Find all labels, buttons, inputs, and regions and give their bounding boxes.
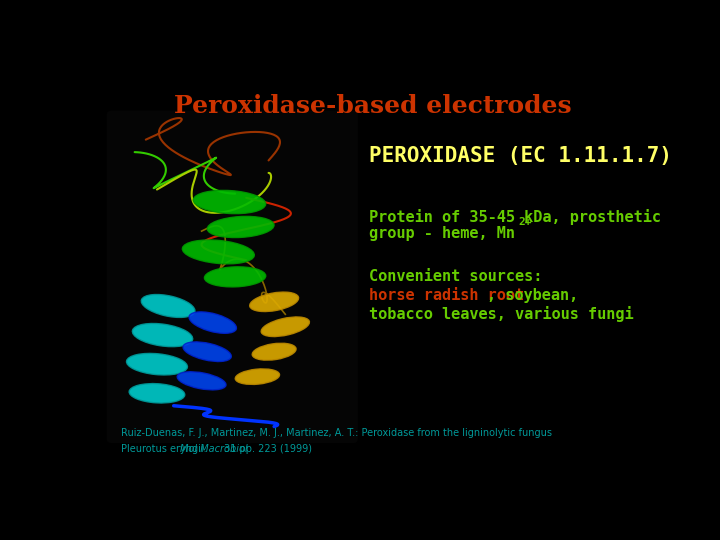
Ellipse shape [235, 369, 279, 384]
Ellipse shape [207, 217, 274, 238]
Ellipse shape [252, 343, 296, 360]
Text: 2+: 2+ [518, 217, 532, 227]
Ellipse shape [129, 383, 185, 403]
Ellipse shape [127, 353, 187, 375]
Ellipse shape [189, 312, 236, 333]
Ellipse shape [261, 317, 310, 336]
Text: group - heme, Mn: group - heme, Mn [369, 226, 515, 241]
Text: , soybean,: , soybean, [487, 288, 579, 303]
FancyBboxPatch shape [107, 111, 358, 443]
Ellipse shape [194, 191, 266, 214]
Ellipse shape [141, 294, 195, 318]
Ellipse shape [182, 240, 254, 264]
Text: Pleurotus eryngii.: Pleurotus eryngii. [121, 444, 210, 455]
Text: horse radish root: horse radish root [369, 288, 524, 303]
Text: Ruiz-Duenas, F. J., Martinez, M. J., Martinez, A. T.: Peroxidase from the lignin: Ruiz-Duenas, F. J., Martinez, M. J., Mar… [121, 428, 552, 438]
Ellipse shape [132, 323, 193, 347]
Ellipse shape [177, 372, 226, 390]
Text: Protein of 35-45 kDa, prosthetic: Protein of 35-45 kDa, prosthetic [369, 208, 661, 225]
Text: Mol Macrobiol: Mol Macrobiol [181, 444, 248, 455]
Text: Convenient sources:: Convenient sources: [369, 269, 542, 285]
Text: PEROXIDASE (EC 1.11.1.7): PEROXIDASE (EC 1.11.1.7) [369, 146, 672, 166]
Ellipse shape [250, 292, 299, 312]
Ellipse shape [183, 342, 231, 361]
Ellipse shape [204, 267, 266, 287]
Text: Peroxidase-based electrodes: Peroxidase-based electrodes [174, 94, 572, 118]
Text: 31 pp. 223 (1999): 31 pp. 223 (1999) [220, 444, 312, 455]
Text: tobacco leaves, various fungi: tobacco leaves, various fungi [369, 306, 634, 322]
